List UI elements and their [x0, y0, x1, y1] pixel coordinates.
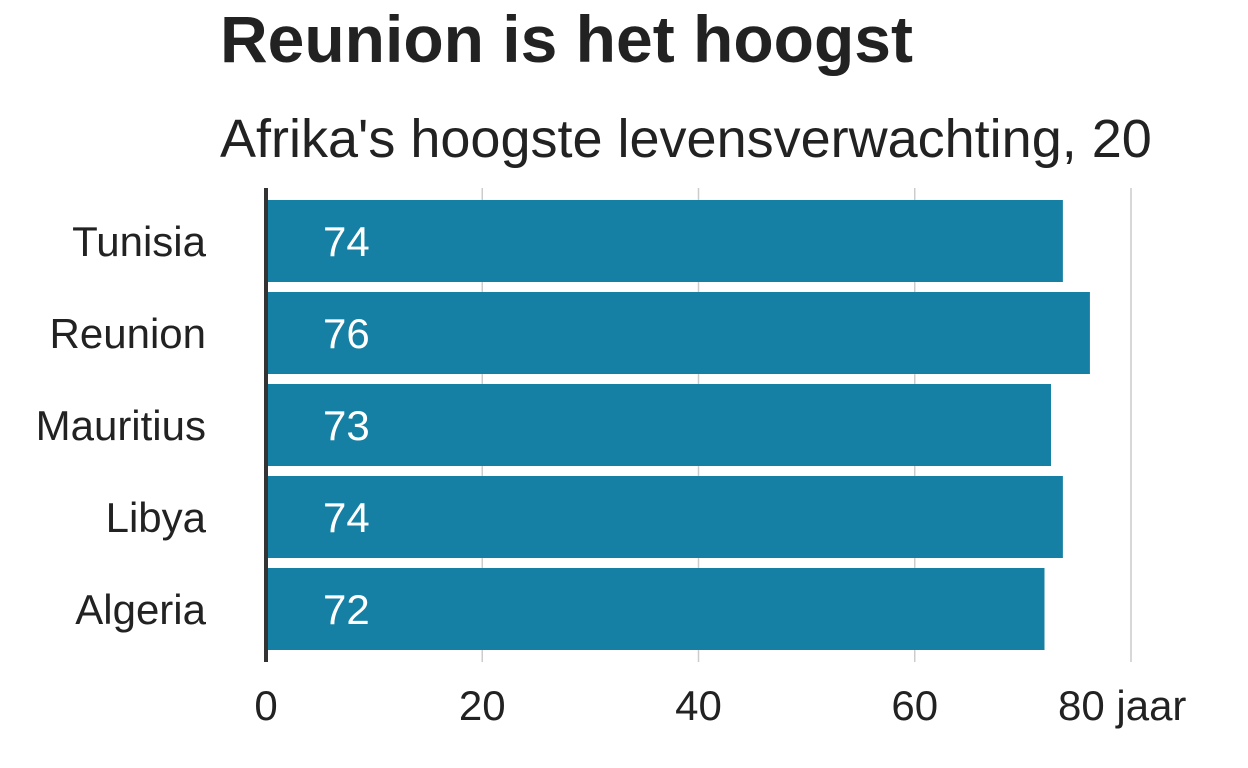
- x-tick-label: 20: [459, 682, 506, 729]
- bar-mauritius: [268, 384, 1051, 466]
- bar-reunion: [268, 292, 1090, 374]
- category-label: Algeria: [75, 586, 206, 633]
- category-label: Reunion: [50, 310, 206, 357]
- bar-libya: [268, 476, 1063, 558]
- data-label: 74: [323, 494, 370, 541]
- bar-tunisia: [268, 200, 1063, 282]
- chart-subtitle: Afrika's hoogste levensverwachting, 20: [220, 109, 1152, 169]
- category-label: Mauritius: [36, 402, 206, 449]
- data-label: 74: [323, 218, 370, 265]
- data-label: 73: [323, 402, 370, 449]
- data-label: 76: [323, 310, 370, 357]
- x-tick-label: 0: [254, 682, 277, 729]
- category-label: Tunisia: [72, 218, 206, 265]
- data-label: 72: [323, 586, 370, 633]
- chart-title: Reunion is het hoogst: [220, 2, 913, 76]
- x-tick-label: 40: [675, 682, 722, 729]
- x-tick-label: 80 jaar: [1058, 682, 1186, 729]
- x-tick-label: 60: [891, 682, 938, 729]
- bar-algeria: [268, 568, 1045, 650]
- category-label: Libya: [106, 494, 207, 541]
